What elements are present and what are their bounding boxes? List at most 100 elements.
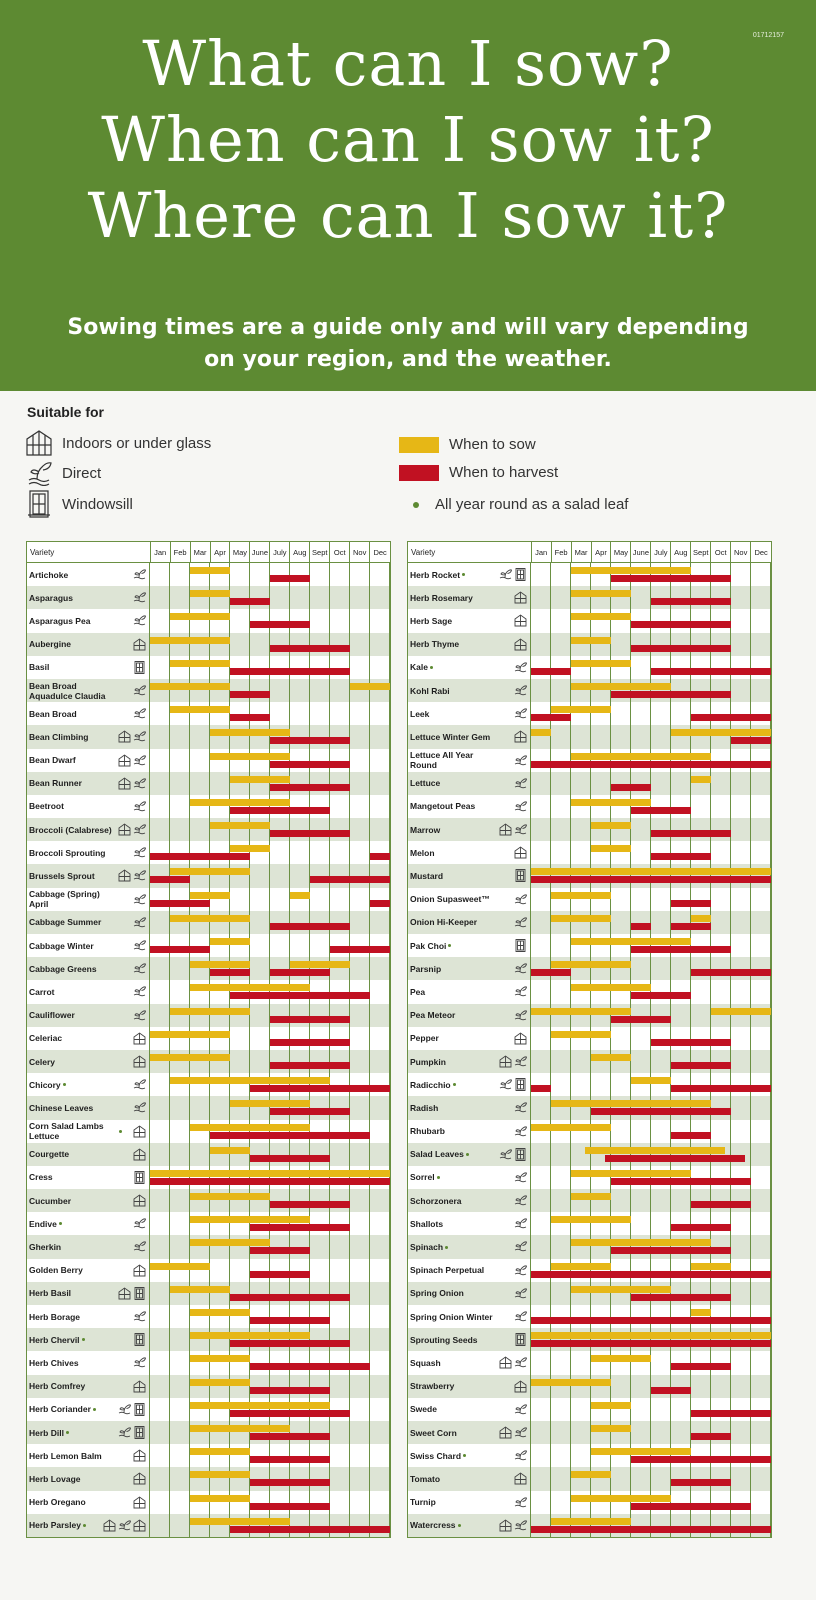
month-cell	[591, 771, 611, 795]
month-cell	[571, 1444, 591, 1468]
month-cell	[551, 1189, 571, 1213]
month-cell	[531, 1490, 551, 1514]
month-cell	[611, 1119, 631, 1143]
greenhouse-icon	[118, 1287, 131, 1300]
variety-name: Artichoke	[29, 569, 69, 580]
month-grid	[150, 1119, 390, 1143]
harvest-bar	[270, 1061, 350, 1069]
sow-bar	[170, 914, 250, 922]
month-cell	[671, 864, 691, 888]
month-cell	[731, 1328, 751, 1352]
variety-name: Golden Berry	[29, 1265, 83, 1276]
month-cell	[230, 794, 250, 819]
variety-name: Broccoli Sprouting	[29, 847, 106, 858]
month-cell	[190, 563, 210, 587]
legend-salad-label: All year round as a salad leaf	[435, 496, 629, 513]
month-cell	[250, 1096, 270, 1120]
month-cell	[611, 1374, 631, 1398]
month-cell	[611, 957, 631, 981]
month-cell	[250, 910, 270, 934]
month-cell	[330, 980, 350, 1004]
month-cell	[711, 864, 731, 888]
month-cell	[751, 1049, 771, 1074]
month-cell	[731, 818, 751, 842]
variety-cell: Pea	[408, 980, 531, 1004]
variety-cell: Lettuce	[408, 771, 531, 795]
month-cell	[350, 1281, 370, 1305]
month-cell	[330, 609, 350, 633]
month-cell	[651, 1119, 671, 1143]
variety-name: Beetroot	[29, 801, 64, 812]
month-grid	[150, 1212, 390, 1236]
suitability-icons	[131, 1217, 147, 1230]
harvest-bar	[150, 946, 210, 953]
month-cell	[330, 678, 350, 703]
greenhouse-icon	[133, 1449, 146, 1462]
sow-bar	[571, 1169, 691, 1177]
month-cell	[270, 980, 290, 1004]
month-cell	[330, 1049, 350, 1074]
table-row: Chicory	[27, 1073, 390, 1097]
month-cell	[330, 1351, 350, 1375]
month-cell	[290, 702, 310, 726]
month-cell	[551, 1049, 571, 1074]
seedling-icon	[133, 1101, 147, 1114]
month-grid	[531, 957, 771, 981]
month-cell	[711, 1420, 731, 1445]
month-cell	[551, 1003, 571, 1027]
month-cell	[591, 632, 611, 656]
suitability-icons	[131, 1148, 146, 1161]
month-cell	[631, 1189, 651, 1213]
month-cell	[150, 1420, 170, 1445]
month-cell	[250, 864, 270, 888]
harvest-bar	[250, 1224, 350, 1232]
month-cell	[230, 1049, 250, 1074]
harvest-swatch	[399, 464, 439, 481]
month-grid	[150, 818, 390, 842]
month-cell	[250, 1490, 270, 1514]
month-cell	[150, 1165, 170, 1190]
month-cell	[751, 1165, 771, 1190]
month-cell	[210, 1003, 230, 1027]
month-cell	[671, 1003, 691, 1027]
seedling-icon	[133, 614, 147, 627]
month-cell	[230, 934, 250, 958]
sow-bar	[571, 636, 611, 644]
month-cell	[190, 678, 210, 703]
month-header: Feb	[171, 542, 191, 562]
month-cell	[651, 771, 671, 795]
sow-bar	[551, 1030, 611, 1038]
month-cell	[190, 1073, 210, 1097]
month-cell	[290, 1328, 310, 1352]
month-cell	[731, 794, 751, 819]
month-cell	[531, 1281, 551, 1305]
month-cell	[370, 1328, 390, 1352]
month-cell	[571, 771, 591, 795]
month-cell	[170, 957, 190, 981]
month-cell	[591, 1305, 611, 1329]
seedling-icon	[514, 916, 528, 929]
variety-cell: Aubergine	[27, 632, 150, 656]
month-cell	[310, 771, 330, 795]
month-grid	[531, 1397, 771, 1421]
variety-name: Pepper	[410, 1033, 439, 1044]
variety-name: Aubergine	[29, 639, 72, 650]
month-cell	[551, 1490, 571, 1514]
month-cell	[571, 1490, 591, 1514]
month-cell	[631, 1212, 651, 1236]
sow-bar	[190, 1517, 290, 1525]
variety-cell: Asparagus Pea	[27, 609, 150, 633]
harvest-bar	[651, 598, 731, 606]
variety-cell: Lettuce All Year Round	[408, 748, 531, 772]
variety-cell: Herb Oregano	[27, 1490, 150, 1514]
harvest-bar	[150, 853, 250, 861]
month-cell	[751, 1420, 771, 1445]
month-grid	[531, 934, 771, 958]
variety-cell: Parsnip	[408, 957, 531, 981]
month-cell	[310, 887, 330, 911]
month-cell	[170, 702, 190, 726]
month-grid	[150, 748, 390, 772]
seedling-icon	[514, 661, 528, 674]
table-row: Squash	[408, 1351, 771, 1375]
suitability-icons	[131, 1032, 146, 1045]
